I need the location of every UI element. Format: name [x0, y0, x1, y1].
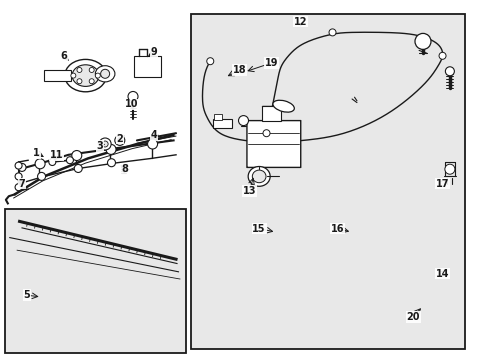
Text: 14: 14 — [435, 269, 448, 279]
Text: 3: 3 — [97, 141, 103, 151]
Ellipse shape — [72, 65, 99, 86]
Circle shape — [95, 73, 100, 78]
Circle shape — [72, 150, 81, 161]
Circle shape — [438, 52, 445, 59]
Circle shape — [89, 79, 94, 84]
Text: 5: 5 — [23, 290, 30, 300]
Bar — [190, 14, 464, 349]
Text: 16: 16 — [330, 224, 344, 234]
Circle shape — [328, 29, 335, 36]
Text: 8: 8 — [121, 164, 128, 174]
Circle shape — [206, 58, 213, 65]
Text: 18: 18 — [232, 65, 246, 75]
Circle shape — [99, 138, 111, 150]
Circle shape — [102, 141, 108, 147]
Circle shape — [49, 158, 56, 166]
Text: 9: 9 — [150, 47, 157, 57]
Bar — [44, 70, 71, 81]
Text: 2: 2 — [116, 134, 123, 144]
Circle shape — [35, 159, 45, 169]
Circle shape — [117, 138, 122, 143]
Bar — [214, 114, 221, 120]
Text: 6: 6 — [60, 51, 67, 61]
Circle shape — [18, 163, 26, 171]
Circle shape — [414, 33, 430, 49]
Bar — [212, 119, 232, 128]
Circle shape — [444, 164, 454, 174]
Circle shape — [15, 184, 22, 191]
Circle shape — [128, 91, 138, 102]
Ellipse shape — [248, 166, 270, 186]
FancyBboxPatch shape — [246, 121, 300, 167]
Circle shape — [263, 130, 269, 137]
Circle shape — [445, 67, 453, 76]
Text: 13: 13 — [242, 186, 256, 196]
Text: 15: 15 — [252, 224, 265, 234]
Circle shape — [71, 73, 76, 78]
Ellipse shape — [272, 100, 294, 112]
Circle shape — [15, 162, 22, 169]
Text: 1: 1 — [33, 148, 40, 158]
Circle shape — [15, 173, 22, 180]
Text: 11: 11 — [49, 150, 63, 160]
Text: 12: 12 — [293, 17, 307, 27]
Circle shape — [77, 67, 82, 72]
Circle shape — [147, 139, 157, 149]
Bar — [261, 106, 281, 121]
Circle shape — [101, 69, 109, 78]
Ellipse shape — [64, 59, 106, 92]
Circle shape — [38, 172, 45, 180]
Text: 17: 17 — [435, 179, 448, 189]
Circle shape — [89, 67, 94, 72]
Text: 20: 20 — [406, 312, 419, 322]
Circle shape — [77, 79, 82, 84]
Circle shape — [115, 135, 124, 145]
Circle shape — [107, 159, 115, 167]
Text: 4: 4 — [150, 130, 157, 140]
Text: 10: 10 — [125, 99, 139, 109]
Ellipse shape — [95, 66, 115, 82]
Circle shape — [238, 116, 248, 126]
Text: 7: 7 — [19, 179, 25, 189]
Bar — [134, 56, 161, 77]
Circle shape — [74, 165, 82, 172]
Text: 19: 19 — [264, 58, 278, 68]
Bar — [5, 209, 185, 353]
Circle shape — [106, 144, 116, 154]
Ellipse shape — [252, 170, 265, 183]
Circle shape — [66, 157, 73, 164]
